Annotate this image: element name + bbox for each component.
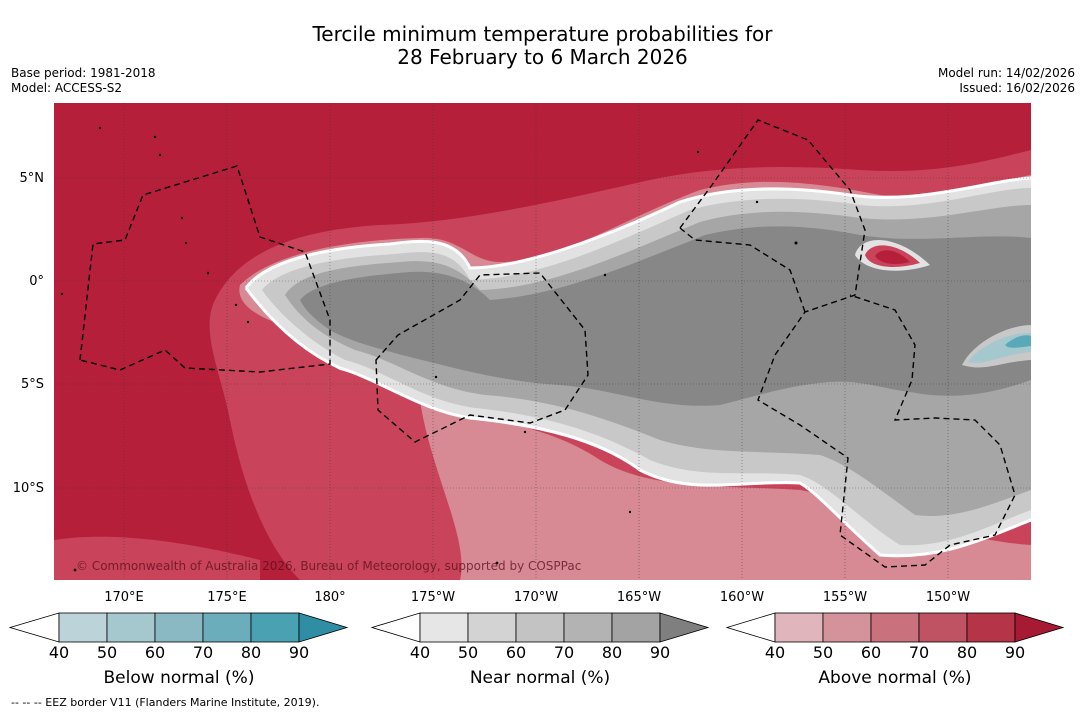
colorbar-left-extension [370, 612, 421, 643]
colorbar-tick-label: 70 [192, 643, 214, 662]
colorbar-right-extension [1014, 612, 1065, 643]
colorbar-segment [918, 612, 968, 643]
colorbar-segment [250, 612, 300, 643]
issued-text: Issued: 16/02/2026 [959, 81, 1075, 95]
islands [60, 126, 798, 572]
colorbar-tick-label: 90 [649, 643, 671, 662]
above-mid-field [54, 536, 260, 580]
lon-label-170e: 170°E [104, 590, 144, 605]
colorbar-segment [774, 612, 824, 643]
colorbar-tick-label: 80 [601, 643, 623, 662]
graticule [54, 103, 1031, 580]
colorbar-tick-label: 50 [457, 643, 479, 662]
colorbar-1 [370, 612, 710, 643]
colorbar-segment [515, 612, 565, 643]
colorbar-segment [202, 612, 252, 643]
colorbar-tick-label: 40 [409, 643, 431, 662]
colorbar-segment [966, 612, 1016, 643]
colorbar-2 [725, 612, 1065, 643]
lat-label-0: 0° [29, 274, 44, 289]
lon-label-175e: 175°E [207, 590, 247, 605]
colorbar-right-extension [659, 612, 710, 643]
colorbar-tick-label: 50 [96, 643, 118, 662]
colorbar-0 [8, 612, 349, 643]
model-text: Model: ACCESS-S2 [11, 81, 123, 95]
map-fields [54, 103, 1031, 580]
colorbar-segment [870, 612, 920, 643]
colorbar-segment [419, 612, 469, 643]
lon-label-180: 180° [314, 590, 346, 605]
lon-label-160w: 160°W [719, 590, 765, 605]
colorbar-tick-label: 90 [288, 643, 310, 662]
fifty-percent-contour [244, 176, 1031, 289]
colorbar-segment [822, 612, 872, 643]
colorbar-segment [58, 612, 108, 643]
lon-label-175w: 175°W [410, 590, 456, 605]
eez-borders [79, 119, 1016, 568]
lat-label-5s: 5°S [20, 377, 44, 392]
colorbar-title: Below normal (%) [103, 668, 255, 688]
above-patch [875, 250, 910, 264]
colorbar-segment [154, 612, 204, 643]
colorbar-tick-label: 90 [1004, 643, 1026, 662]
eez-footnote: -- -- -- EEZ border V11 (Flanders Marine… [11, 696, 320, 709]
colorbar-right-extension [298, 612, 349, 643]
colorbar-tick-label: 70 [908, 643, 930, 662]
colorbar-tick-label: 50 [812, 643, 834, 662]
colorbar-tick-label: 60 [860, 643, 882, 662]
colorbar-tick-label: 80 [240, 643, 262, 662]
colorbar-tick-label: 60 [144, 643, 166, 662]
colorbar-segment [611, 612, 661, 643]
copyright-text: © Commonwealth of Australia 2026, Bureau… [76, 559, 581, 573]
colorbar-tick-label: 40 [764, 643, 786, 662]
colorbar-tick-label: 80 [956, 643, 978, 662]
below-patch [1005, 335, 1031, 348]
lon-label-150w: 150°W [925, 590, 971, 605]
colorbar-tick-label: 70 [553, 643, 575, 662]
fifty-percent-contour [244, 287, 1031, 558]
colorbar-left-extension [8, 612, 60, 643]
base-period-text: Base period: 1981-2018 [11, 66, 156, 80]
lat-label-5n: 5°N [19, 171, 45, 186]
near-high-field [300, 226, 1031, 406]
lon-label-155w: 155°W [822, 590, 868, 605]
lon-label-165w: 165°W [616, 590, 662, 605]
colorbar-title: Near normal (%) [469, 668, 611, 688]
colorbar-segment [106, 612, 156, 643]
map-title-line1: Tercile minimum temperature probabilitie… [312, 22, 773, 46]
colorbar-tick-label: 60 [505, 643, 527, 662]
colorbar-title: Above normal (%) [818, 668, 972, 688]
lon-label-170w: 170°W [513, 590, 559, 605]
colorbar-tick-label: 40 [48, 643, 70, 662]
colorbar-segment [467, 612, 517, 643]
map-title-line2: 28 February to 6 March 2026 [397, 45, 688, 69]
model-run-text: Model run: 14/02/2026 [937, 66, 1075, 80]
colorbar-segment [563, 612, 613, 643]
colorbar-left-extension [725, 612, 776, 643]
lat-label-10s: 10°S [12, 481, 44, 496]
